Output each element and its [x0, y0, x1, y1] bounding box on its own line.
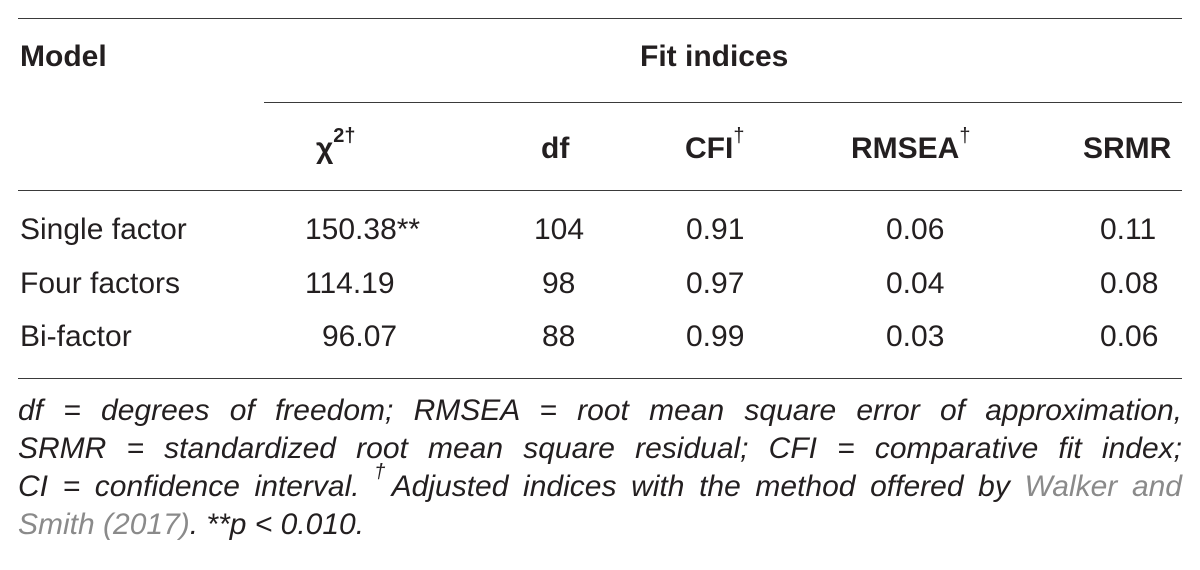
row-rmsea-single-factor: 0.06	[886, 213, 945, 246]
row-chi2-four-factors: 114.19	[305, 267, 395, 300]
row-model-single-factor: Single factor	[20, 213, 187, 246]
chi-symbol: χ	[316, 132, 334, 165]
row-chi2-single-factor: 150.38**	[305, 213, 421, 246]
footnote-p-value: . **p < 0.010.	[189, 508, 365, 541]
df-header: df	[541, 132, 570, 165]
row-df-bi-factor: 88	[542, 320, 576, 353]
top-rule	[18, 18, 1182, 19]
footnote-adjusted-text: Adjusted indices with the method offered…	[391, 470, 1010, 503]
row-srmr-four-factors: 0.08	[1100, 267, 1159, 300]
footnote-ci-text: CI = confidence interval.	[18, 470, 360, 503]
fit-indices-rule	[264, 102, 1182, 103]
row-rmsea-bi-factor: 0.03	[886, 320, 945, 353]
row-rmsea-four-factors: 0.04	[886, 267, 945, 300]
header-rule	[18, 190, 1182, 191]
row-model-bi-factor: Bi-factor	[20, 320, 132, 353]
row-cfi-single-factor: 0.91	[686, 213, 745, 246]
cfi-label: CFI	[685, 132, 734, 165]
srmr-header: SRMR	[1083, 132, 1172, 165]
row-srmr-bi-factor: 0.06	[1100, 320, 1159, 353]
cfi-dagger: †	[733, 125, 745, 147]
chi-square-header: χ2†	[316, 126, 356, 166]
reference-link-part-2[interactable]: Smith (2017)	[18, 508, 190, 541]
row-cfi-bi-factor: 0.99	[686, 320, 745, 353]
bottom-rule	[18, 378, 1182, 379]
rmsea-header: RMSEA†	[851, 126, 970, 166]
table-footnote: df = degrees of freedom; RMSEA = root me…	[18, 392, 1182, 544]
footnote-line-3: CI = confidence interval. †Adjusted indi…	[18, 462, 1183, 506]
chi-superscript: 2†	[333, 125, 356, 147]
reference-link-part-1[interactable]: Walker and	[1024, 470, 1183, 503]
row-srmr-single-factor: 0.11	[1100, 213, 1157, 246]
footnote-line-1: df = degrees of freedom; RMSEA = root me…	[18, 394, 1182, 427]
rmsea-dagger: †	[959, 125, 971, 147]
fit-indices-header: Fit indices	[640, 40, 789, 73]
row-df-single-factor: 104	[534, 213, 585, 246]
row-chi2-bi-factor: 96.07	[322, 320, 398, 353]
row-model-four-factors: Four factors	[20, 267, 181, 300]
row-df-four-factors: 98	[542, 267, 576, 300]
footnote-line-4: Smith (2017). **p < 0.010.	[18, 506, 1182, 544]
footnote-line-2: SRMR = standardized root mean square res…	[18, 432, 1182, 465]
cfi-header: CFI†	[685, 126, 744, 166]
rmsea-label: RMSEA	[851, 132, 960, 165]
footnote-dagger: †	[374, 461, 392, 483]
row-cfi-four-factors: 0.97	[686, 267, 745, 300]
model-column-header: Model	[20, 40, 107, 73]
